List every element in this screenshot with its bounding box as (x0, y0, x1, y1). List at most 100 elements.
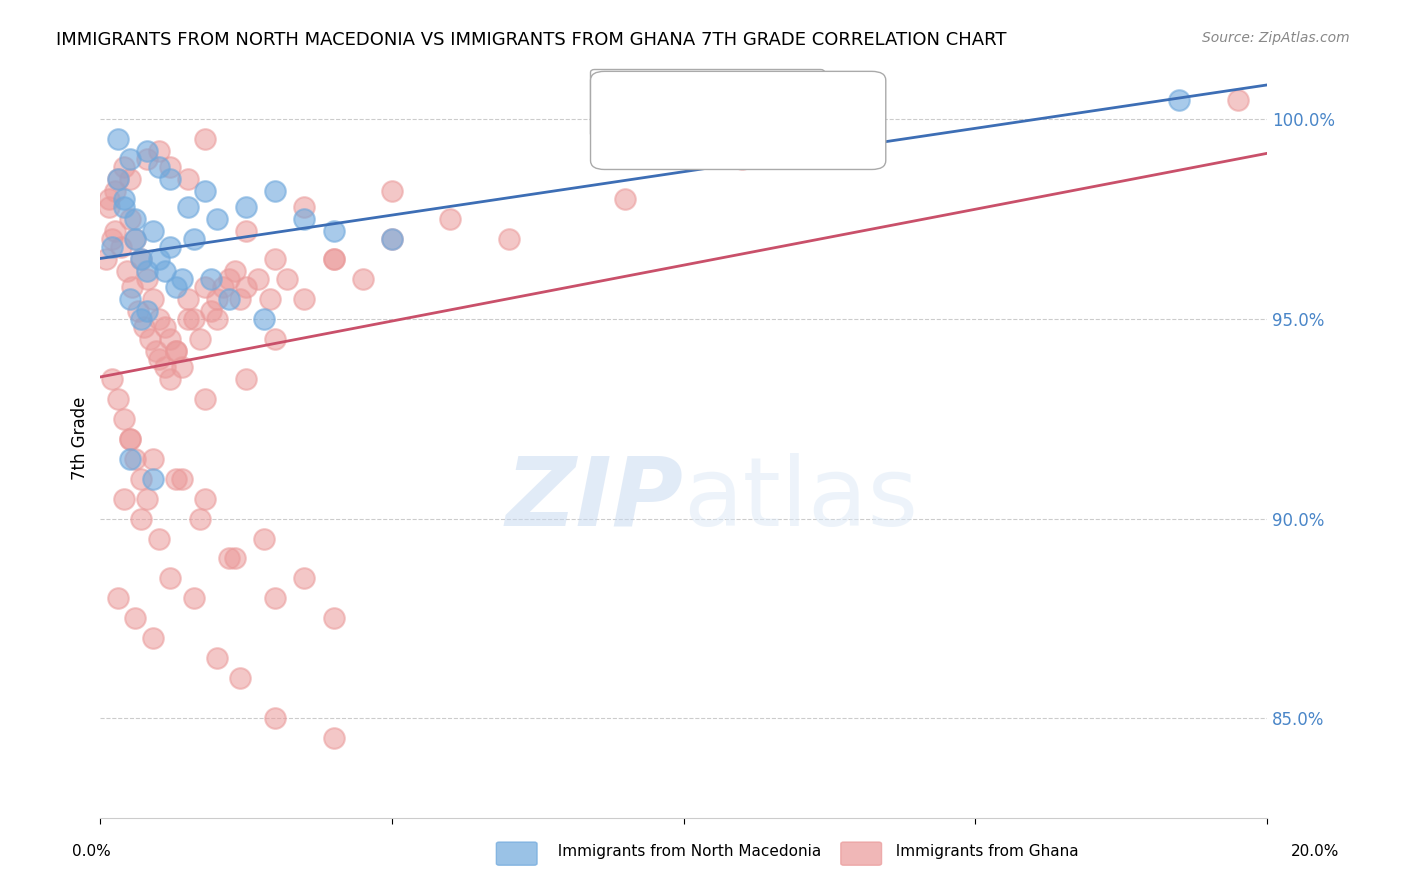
Point (148, 312, 170, 326)
Point (188, 332, 211, 346)
Point (177, 292, 200, 306)
Point (165, 343, 187, 358)
Point (614, 192, 637, 206)
Point (136, 264, 159, 278)
Point (731, 153, 754, 167)
Point (101, 240, 124, 254)
Point (211, 280, 233, 294)
Point (177, 312, 200, 326)
Point (159, 571, 181, 585)
Point (235, 200, 257, 214)
Point (112, 161, 135, 175)
Point (165, 343, 187, 358)
Point (229, 671, 252, 685)
Point (118, 432, 141, 446)
Point (218, 551, 240, 566)
Point (104, 184, 127, 198)
Point (183, 312, 205, 326)
Point (165, 472, 187, 486)
Point (381, 184, 404, 198)
Y-axis label: 7th Grade: 7th Grade (72, 397, 89, 481)
Point (139, 332, 162, 346)
Point (183, 232, 205, 246)
Point (294, 212, 316, 227)
Point (132, 320, 155, 334)
Point (118, 432, 141, 446)
Point (170, 272, 193, 286)
Point (142, 472, 165, 486)
Point (148, 161, 170, 175)
Point (235, 224, 257, 238)
Point (124, 611, 146, 625)
Point (98, 200, 121, 214)
Text: 20.0%: 20.0% (1291, 845, 1339, 859)
Point (264, 252, 287, 267)
Text: Immigrants from North Macedonia: Immigrants from North Macedonia (548, 845, 821, 859)
Point (259, 292, 281, 306)
Point (129, 312, 152, 326)
Point (205, 212, 228, 227)
Point (200, 304, 222, 318)
Point (439, 212, 461, 227)
Text: IMMIGRANTS FROM NORTH MACEDONIA VS IMMIGRANTS FROM GHANA 7TH GRADE CORRELATION C: IMMIGRANTS FROM NORTH MACEDONIA VS IMMIG… (56, 31, 1007, 49)
Point (112, 412, 135, 426)
Point (107, 172, 129, 186)
Point (101, 232, 124, 246)
Point (177, 200, 200, 214)
Point (148, 351, 170, 366)
Point (188, 511, 211, 525)
Point (142, 451, 165, 466)
Point (159, 372, 181, 386)
Point (124, 451, 146, 466)
Point (322, 252, 344, 267)
Point (246, 272, 269, 286)
Point (498, 232, 520, 246)
Point (148, 252, 170, 267)
Point (264, 332, 287, 346)
Point (129, 472, 152, 486)
Point (129, 252, 152, 267)
Point (121, 280, 143, 294)
Point (159, 161, 181, 175)
Point (112, 491, 135, 506)
Point (672, 132, 695, 146)
Point (381, 232, 404, 246)
Point (253, 532, 276, 546)
Point (107, 172, 129, 186)
Point (264, 711, 287, 725)
Point (194, 184, 217, 198)
Point (229, 292, 252, 306)
Point (142, 292, 165, 306)
Point (352, 272, 374, 286)
Point (322, 224, 344, 238)
Point (159, 332, 181, 346)
Point (129, 511, 152, 525)
Point (101, 372, 124, 386)
Point (118, 172, 141, 186)
Point (194, 280, 217, 294)
Point (107, 132, 129, 146)
Point (381, 232, 404, 246)
Point (218, 272, 240, 286)
Point (96, 252, 118, 267)
Point (136, 304, 159, 318)
Point (118, 212, 141, 227)
Point (170, 472, 193, 486)
Point (112, 192, 135, 206)
Point (224, 551, 246, 566)
Point (183, 591, 205, 606)
Point (124, 232, 146, 246)
Point (224, 264, 246, 278)
Point (218, 292, 240, 306)
Point (153, 320, 176, 334)
Point (148, 145, 170, 159)
Point (200, 272, 222, 286)
Point (136, 491, 159, 506)
Point (112, 200, 135, 214)
Point (294, 571, 316, 585)
Point (170, 359, 193, 374)
Point (110, 240, 132, 254)
Point (294, 292, 316, 306)
Point (115, 264, 138, 278)
Point (159, 172, 181, 186)
